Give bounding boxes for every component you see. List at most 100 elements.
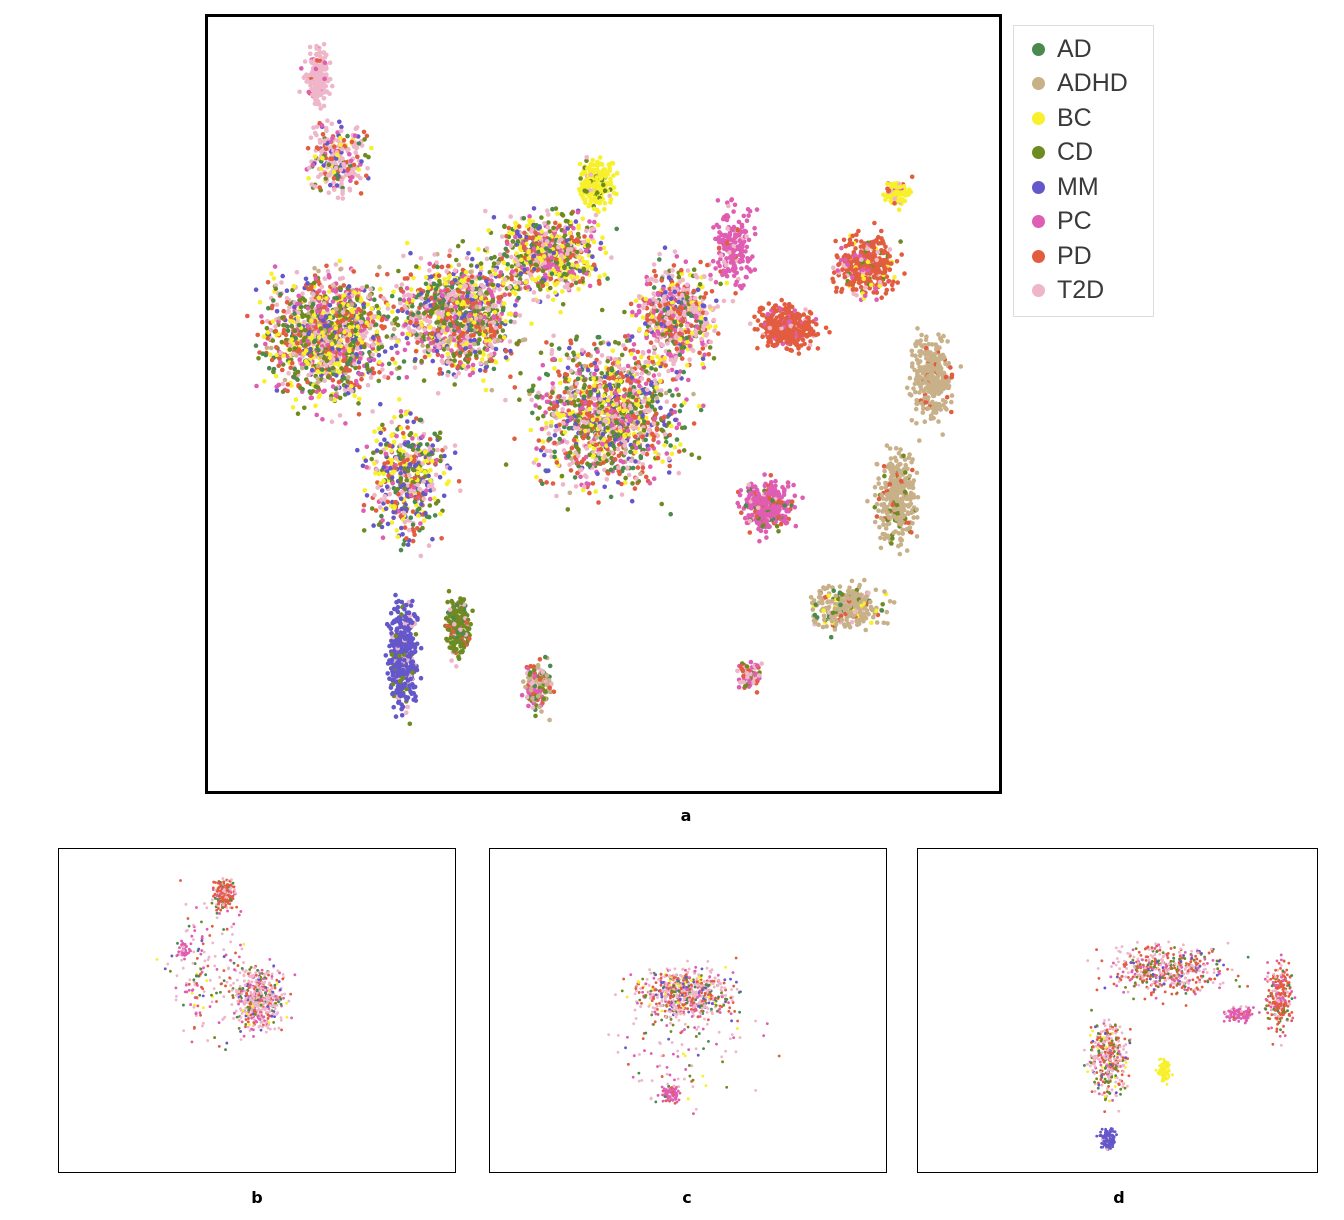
point-bc (338, 135, 343, 141)
point-cd (578, 430, 584, 436)
point-pd (492, 332, 497, 338)
point-t2d (307, 72, 313, 78)
point-cd (280, 389, 286, 395)
point-bc (319, 166, 324, 171)
point-t2d (453, 293, 458, 298)
point-pc (620, 459, 626, 465)
point-bc (481, 332, 487, 338)
point-t2d (313, 75, 319, 80)
point-cd (611, 430, 616, 436)
point-t2d (598, 397, 603, 402)
point-cd (311, 280, 317, 286)
point-pd (444, 316, 450, 321)
point-cd (502, 223, 507, 229)
point-pd (457, 338, 463, 344)
point-pd (586, 413, 592, 418)
point-pd (593, 442, 598, 448)
point-pd (594, 417, 600, 423)
point-t2d (560, 482, 566, 487)
point-t2d (609, 255, 614, 260)
point-adhd (474, 304, 480, 310)
point-t2d (630, 425, 636, 431)
point-cd (653, 367, 658, 372)
point-t2d (353, 150, 358, 155)
point-bc (591, 376, 596, 381)
point-pd (346, 166, 351, 172)
point-ad (458, 350, 463, 356)
point-t2d (477, 291, 483, 296)
point-ad (608, 494, 614, 500)
point-mm (573, 219, 579, 224)
point-t2d (623, 450, 628, 456)
point-bc (570, 274, 576, 280)
point-cd (287, 347, 293, 352)
point-pd (596, 278, 602, 284)
point-pc (571, 225, 576, 231)
point-t2d (427, 319, 433, 325)
point-mm (274, 388, 280, 393)
point-pc (583, 248, 589, 254)
point-bc (615, 360, 621, 365)
point-t2d (349, 388, 354, 394)
point-t2d (417, 326, 422, 331)
point-t2d (575, 389, 581, 394)
point-t2d (529, 229, 534, 234)
point-pd (540, 445, 546, 451)
point-pc (484, 347, 490, 353)
point-pd (640, 434, 646, 439)
point-bc (326, 351, 332, 357)
point-t2d (327, 76, 333, 82)
point-pc (554, 264, 559, 270)
point-t2d (543, 231, 549, 236)
point-pd (429, 295, 434, 301)
point-cd (641, 427, 647, 433)
point-pc (330, 384, 336, 389)
point-pd (270, 303, 275, 309)
point-cd (435, 304, 440, 309)
point-mm (413, 357, 418, 362)
point-pc (510, 269, 515, 274)
point-pd (469, 274, 475, 279)
point-t2d (564, 440, 570, 445)
point-bc (610, 348, 616, 354)
point-cd (619, 352, 625, 358)
point-ad (505, 261, 511, 267)
point-t2d (584, 474, 589, 480)
point-bc (597, 155, 603, 160)
point-bc (558, 310, 563, 315)
point-pd (613, 397, 619, 403)
point-pc (579, 405, 585, 411)
point-bc (328, 315, 333, 320)
point-mm (477, 368, 483, 373)
point-cd (497, 334, 503, 339)
point-bc (392, 360, 398, 366)
point-ad (385, 314, 391, 320)
point-pd (340, 317, 346, 323)
point-mm (493, 346, 499, 352)
point-cd (301, 338, 306, 343)
point-pd (610, 361, 616, 366)
point-mm (517, 234, 523, 239)
point-t2d (320, 90, 326, 96)
point-bc (377, 359, 382, 365)
point-cd (313, 384, 319, 389)
point-pd (317, 185, 322, 190)
point-mm (483, 365, 489, 370)
point-cd (517, 397, 522, 403)
point-adhd (654, 395, 660, 401)
point-cd (353, 365, 358, 371)
point-ad (503, 246, 509, 252)
point-pd (430, 331, 435, 336)
point-bc (329, 341, 335, 347)
point-t2d (314, 91, 319, 97)
point-t2d (597, 360, 602, 365)
point-bc (576, 223, 581, 228)
point-cd (630, 481, 635, 486)
point-t2d (561, 420, 566, 426)
point-pc (254, 383, 259, 389)
point-ad (389, 293, 395, 299)
point-cd (362, 137, 367, 142)
point-t2d (666, 456, 672, 462)
point-t2d (508, 243, 514, 248)
point-t2d (491, 320, 497, 326)
